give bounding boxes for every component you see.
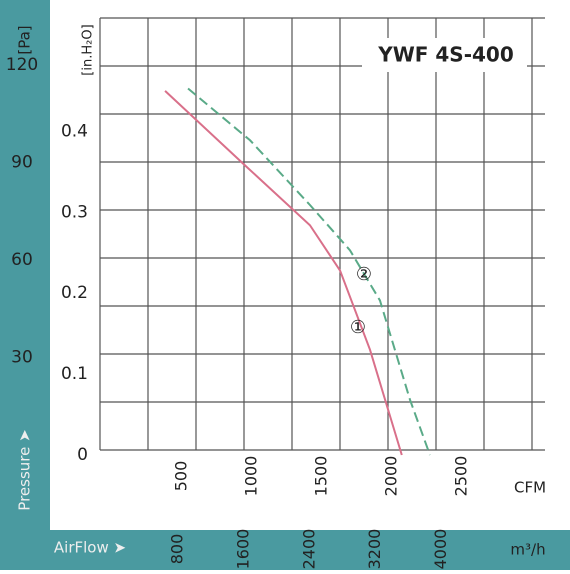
title-box	[362, 38, 527, 72]
x2-tick-label: 4000	[431, 529, 450, 570]
y2-tick-label: 30	[11, 348, 33, 368]
y-tick-label: 0	[77, 445, 88, 465]
x-axis-label: CFM	[514, 479, 546, 497]
chart-title: YWF 4S-400	[377, 43, 514, 67]
x2-axis-title: AirFlow ➤	[54, 539, 126, 557]
curve-label: ②	[356, 264, 372, 285]
y2-tick-label: 120	[6, 55, 38, 75]
y-tick-label: 0.4	[61, 121, 88, 141]
x-tick-label: 2500	[452, 456, 471, 497]
curve	[164, 90, 403, 456]
y2-tick-label: 60	[11, 250, 33, 270]
x-tick-label: 1500	[312, 456, 331, 497]
y2-tick-label: 90	[11, 153, 33, 173]
curve	[187, 87, 431, 456]
y2-axis-title: Pressure ➤	[16, 429, 34, 510]
x-tick-label: 1000	[242, 456, 261, 497]
x2-axis-label: m³/h	[510, 541, 545, 559]
plot-background	[50, 0, 570, 530]
y2-axis-label: [Pa]	[16, 25, 34, 54]
x2-tick-label: 3200	[365, 529, 384, 570]
x2-tick-label: 800	[167, 534, 186, 565]
x-tick-label: 500	[172, 461, 191, 492]
x-tick-label: 2000	[382, 456, 401, 497]
y-tick-label: 0.3	[61, 202, 88, 222]
y-tick-label: 0.1	[61, 364, 88, 384]
x2-tick-label: 1600	[233, 529, 252, 570]
y-tick-label: 0.2	[61, 283, 88, 303]
curve-label: ①	[350, 317, 366, 338]
y-axis-label: [in.H₂O]	[81, 24, 96, 75]
x2-tick-label: 2400	[299, 529, 318, 570]
